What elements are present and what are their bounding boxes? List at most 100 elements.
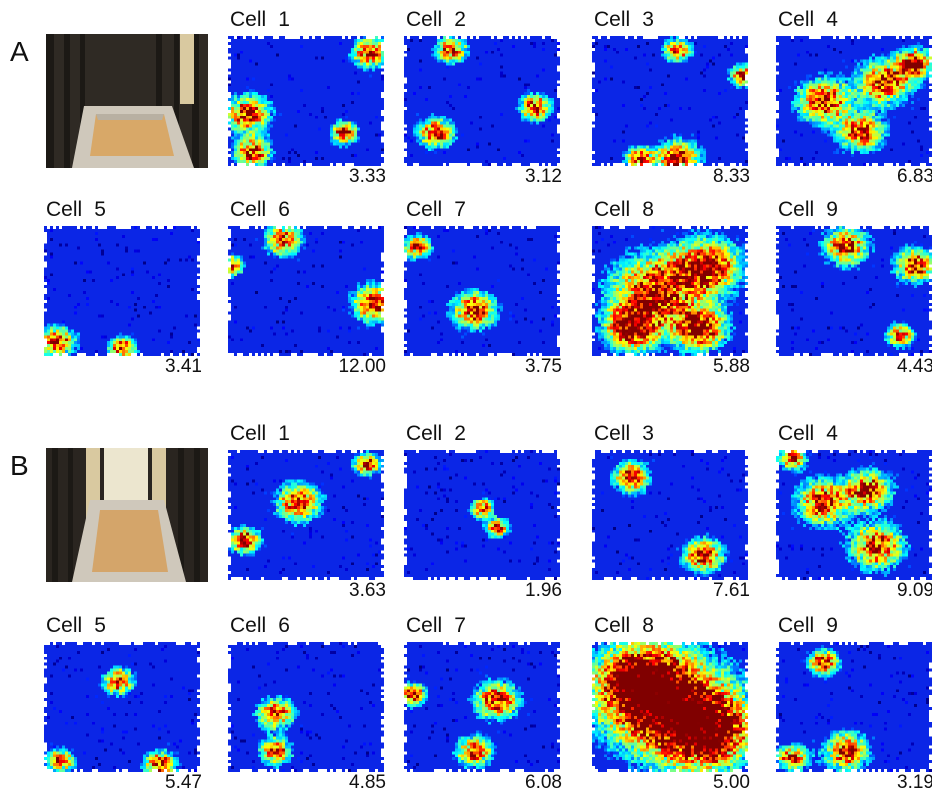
firing-rate-map <box>592 226 748 356</box>
firing-rate-map <box>404 450 560 580</box>
cell-title: Cell 8 <box>594 614 654 638</box>
panel-b-cell-5: Cell 5 5.47 <box>44 614 208 799</box>
cell-number: 4 <box>826 8 838 31</box>
peak-rate-label: 6.83 <box>897 166 932 187</box>
firing-rate-map <box>592 36 748 166</box>
cell-label: Cell <box>778 422 815 445</box>
cell-label: Cell <box>406 198 443 221</box>
panel-a-cell-3: Cell 3 8.33 <box>592 8 756 193</box>
panel-b-cell-6: Cell 6 4.85 <box>228 614 392 799</box>
panel-b-cell-1: Cell 1 3.63 <box>228 422 392 607</box>
peak-rate-label: 7.61 <box>713 580 750 601</box>
panel-b-cell-2: Cell 2 1.96 <box>404 422 568 607</box>
rate-map-canvas <box>404 642 560 772</box>
rate-map-canvas <box>44 642 200 772</box>
panel-a-cell-7: Cell 7 3.75 <box>404 198 568 383</box>
panel-b-cell-9: Cell 9 3.19 <box>776 614 932 799</box>
cell-title: Cell 3 <box>594 8 654 32</box>
peak-rate-label: 4.43 <box>897 356 932 377</box>
panel-letter-b: B <box>10 450 29 481</box>
cell-label: Cell <box>778 198 815 221</box>
cell-title: Cell 5 <box>46 198 106 222</box>
panel-a-cell-2: Cell 2 3.12 <box>404 8 568 193</box>
cell-number: 7 <box>454 198 466 221</box>
firing-rate-map <box>228 642 384 772</box>
peak-rate-label: 4.85 <box>349 772 386 793</box>
cell-number: 9 <box>826 198 838 221</box>
firing-rate-map <box>776 226 932 356</box>
peak-rate-label: 9.09 <box>897 580 932 601</box>
peak-rate-label: 3.33 <box>349 166 386 187</box>
cell-label: Cell <box>594 422 631 445</box>
cell-title: Cell 4 <box>778 8 838 32</box>
cell-title: Cell 7 <box>406 198 466 222</box>
rate-map-canvas <box>228 642 384 772</box>
rate-map-canvas <box>776 642 932 772</box>
cell-title: Cell 7 <box>406 614 466 638</box>
cell-number: 8 <box>642 198 654 221</box>
cell-title: Cell 9 <box>778 614 838 638</box>
firing-rate-map <box>44 226 200 356</box>
panel-b-cell-3: Cell 3 7.61 <box>592 422 756 607</box>
cell-label: Cell <box>594 614 631 637</box>
rate-map-canvas <box>776 36 932 166</box>
cell-number: 5 <box>94 198 106 221</box>
peak-rate-label: 5.88 <box>713 356 750 377</box>
peak-rate-label: 3.41 <box>165 356 202 377</box>
panel-a-cell-9: Cell 9 4.43 <box>776 198 932 383</box>
firing-rate-map <box>44 642 200 772</box>
firing-rate-map <box>776 450 932 580</box>
panel-b-cell-8: Cell 8 5.00 <box>592 614 756 799</box>
cell-title: Cell 4 <box>778 422 838 446</box>
panel-a-cell-4: Cell 4 6.83 <box>776 8 932 193</box>
cell-title: Cell 1 <box>230 422 290 446</box>
rate-map-canvas <box>592 642 748 772</box>
panel-b-cell-4: Cell 4 9.09 <box>776 422 932 607</box>
firing-rate-map <box>776 642 932 772</box>
firing-rate-map <box>776 36 932 166</box>
cell-label: Cell <box>230 422 267 445</box>
cell-label: Cell <box>46 198 83 221</box>
arena-photo-a <box>46 34 208 168</box>
cell-label: Cell <box>230 614 267 637</box>
firing-rate-map <box>228 226 384 356</box>
cell-label: Cell <box>46 614 83 637</box>
firing-rate-map <box>592 642 748 772</box>
cell-label: Cell <box>594 198 631 221</box>
cell-number: 5 <box>94 614 106 637</box>
rate-map-canvas <box>592 450 748 580</box>
panel-letter-a: A <box>10 36 29 67</box>
firing-rate-map <box>404 36 560 166</box>
peak-rate-label: 6.08 <box>525 772 562 793</box>
cell-number: 3 <box>642 422 654 445</box>
panel-b-cell-7: Cell 7 6.08 <box>404 614 568 799</box>
cell-number: 2 <box>454 8 466 31</box>
peak-rate-label: 3.75 <box>525 356 562 377</box>
cell-title: Cell 1 <box>230 8 290 32</box>
cell-number: 1 <box>278 8 290 31</box>
peak-rate-label: 3.12 <box>525 166 562 187</box>
cell-label: Cell <box>778 614 815 637</box>
cell-label: Cell <box>778 8 815 31</box>
rate-map-canvas <box>404 450 560 580</box>
rate-map-canvas <box>44 226 200 356</box>
cell-title: Cell 8 <box>594 198 654 222</box>
cell-number: 1 <box>278 422 290 445</box>
peak-rate-label: 8.33 <box>713 166 750 187</box>
cell-number: 6 <box>278 198 290 221</box>
peak-rate-label: 3.19 <box>897 772 932 793</box>
cell-label: Cell <box>406 422 443 445</box>
cell-title: Cell 6 <box>230 198 290 222</box>
rate-map-canvas <box>228 36 384 166</box>
peak-rate-label: 1.96 <box>525 580 562 601</box>
rate-map-canvas <box>404 226 560 356</box>
firing-rate-map <box>228 450 384 580</box>
cell-number: 9 <box>826 614 838 637</box>
cell-number: 2 <box>454 422 466 445</box>
peak-rate-label: 12.00 <box>338 356 386 377</box>
firing-rate-map <box>404 226 560 356</box>
firing-rate-map <box>404 642 560 772</box>
rate-map-canvas <box>776 226 932 356</box>
cell-title: Cell 5 <box>46 614 106 638</box>
cell-label: Cell <box>230 198 267 221</box>
